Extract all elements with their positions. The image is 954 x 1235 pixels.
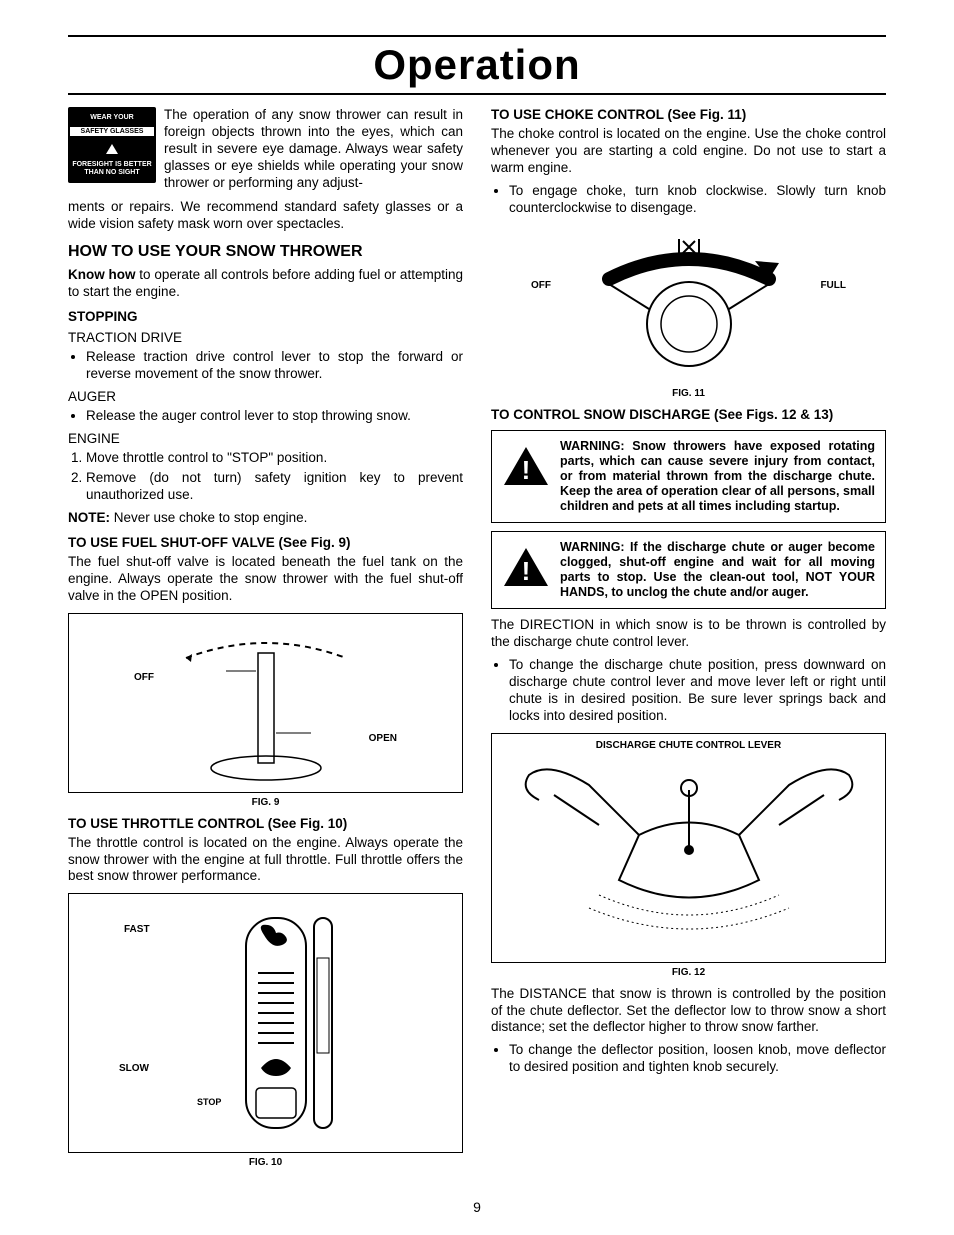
- figure-9: OFF OPEN: [68, 613, 463, 793]
- intro-continuation: ments or repairs. We recommend standard …: [68, 199, 463, 233]
- throttle-paragraph: The throttle control is located on the e…: [68, 835, 463, 886]
- choke-heading: TO USE CHOKE CONTROL (See Fig. 11): [491, 107, 886, 122]
- how-to-use-heading: HOW TO USE YOUR SNOW THROWER: [68, 243, 463, 261]
- fig12-svg: [499, 740, 879, 955]
- auger-subhead: AUGER: [68, 389, 463, 404]
- direction-bullet: To change the discharge chute position, …: [509, 657, 886, 725]
- fig9-svg: [136, 623, 396, 783]
- choke-bullet: To engage choke, turn knob clockwise. Sl…: [509, 183, 886, 217]
- page-number: 9: [473, 1199, 481, 1215]
- warning-box-2: ! WARNING: If the discharge chute or aug…: [491, 531, 886, 609]
- direction-list: To change the discharge chute position, …: [509, 657, 886, 725]
- choke-paragraph: The choke control is located on the engi…: [491, 126, 886, 177]
- distance-paragraph: The DISTANCE that snow is thrown is cont…: [491, 986, 886, 1037]
- choke-list: To engage choke, turn knob clockwise. Sl…: [509, 183, 886, 217]
- direction-paragraph: The DIRECTION in which snow is to be thr…: [491, 617, 886, 651]
- fig11-off-label: OFF: [531, 280, 551, 291]
- fig11-caption: FIG. 11: [491, 388, 886, 399]
- fig10-caption: FIG. 10: [68, 1157, 463, 1168]
- rule-top: [68, 35, 886, 37]
- distance-list: To change the deflector position, loosen…: [509, 1042, 886, 1076]
- warning-1-text: WARNING: Snow throwers have exposed rota…: [560, 439, 875, 514]
- intro-paragraph: The operation of any snow thrower can re…: [164, 107, 463, 191]
- fig9-off-label: OFF: [134, 672, 154, 683]
- discharge-heading: TO CONTROL SNOW DISCHARGE (See Figs. 12 …: [491, 407, 886, 422]
- safety-label-line3: FORESIGHT IS BETTER THAN NO SIGHT: [70, 161, 154, 176]
- traction-list: Release traction drive control lever to …: [86, 349, 463, 383]
- engine-subhead: ENGINE: [68, 431, 463, 446]
- warning-triangle-icon: [106, 144, 118, 154]
- fig11-full-label: FULL: [820, 280, 846, 291]
- throttle-heading: TO USE THROTTLE CONTROL (See Fig. 10): [68, 816, 463, 831]
- intro-block: WEAR YOUR SAFETY GLASSES FORESIGHT IS BE…: [68, 107, 463, 191]
- fig11-svg: [539, 229, 839, 379]
- figure-11: OFF FULL: [491, 224, 886, 384]
- know-how-bold: Know how: [68, 267, 136, 282]
- traction-bullet: Release traction drive control lever to …: [86, 349, 463, 383]
- fig10-svg: [146, 903, 386, 1143]
- safety-glasses-label: WEAR YOUR SAFETY GLASSES FORESIGHT IS BE…: [68, 107, 156, 183]
- left-column: WEAR YOUR SAFETY GLASSES FORESIGHT IS BE…: [68, 107, 463, 1176]
- page-title: Operation: [68, 41, 886, 89]
- two-column-layout: WEAR YOUR SAFETY GLASSES FORESIGHT IS BE…: [68, 107, 886, 1176]
- fig9-caption: FIG. 9: [68, 797, 463, 808]
- engine-step-1: Move throttle control to "STOP" position…: [86, 450, 463, 467]
- right-column: TO USE CHOKE CONTROL (See Fig. 11) The c…: [491, 107, 886, 1176]
- figure-12: DISCHARGE CHUTE CONTROL LEVER: [491, 733, 886, 963]
- engine-step-2: Remove (do not turn) safety ignition key…: [86, 470, 463, 504]
- svg-text:!: !: [522, 556, 531, 586]
- warning-icon: !: [502, 445, 550, 487]
- fig12-lever-label: DISCHARGE CHUTE CONTROL LEVER: [596, 740, 781, 751]
- rule-below: [68, 93, 886, 95]
- fuel-valve-paragraph: The fuel shut-off valve is located benea…: [68, 554, 463, 605]
- fig10-stop-label: STOP: [197, 1097, 221, 1107]
- safety-label-line2: SAFETY GLASSES: [70, 127, 154, 137]
- distance-bullet: To change the deflector position, loosen…: [509, 1042, 886, 1076]
- stopping-heading: STOPPING: [68, 309, 463, 324]
- note-paragraph: NOTE: Never use choke to stop engine.: [68, 510, 463, 527]
- figure-10: FAST SLOW STOP: [68, 893, 463, 1153]
- warning-2-text: WARNING: If the discharge chute or auger…: [560, 540, 875, 600]
- safety-label-line1: WEAR YOUR: [70, 114, 154, 122]
- know-how-paragraph: Know how to operate all controls before …: [68, 267, 463, 301]
- traction-drive-subhead: TRACTION DRIVE: [68, 330, 463, 345]
- note-label: NOTE:: [68, 510, 110, 525]
- auger-list: Release the auger control lever to stop …: [86, 408, 463, 425]
- note-text: Never use choke to stop engine.: [110, 510, 307, 525]
- auger-bullet: Release the auger control lever to stop …: [86, 408, 463, 425]
- warning-icon: !: [502, 546, 550, 588]
- fuel-valve-heading: TO USE FUEL SHUT-OFF VALVE (See Fig. 9): [68, 535, 463, 550]
- warning-box-1: ! WARNING: Snow throwers have exposed ro…: [491, 430, 886, 523]
- svg-text:!: !: [522, 455, 531, 485]
- fig9-open-label: OPEN: [369, 733, 397, 744]
- fig10-fast-label: FAST: [124, 924, 150, 935]
- fig12-caption: FIG. 12: [491, 967, 886, 978]
- fig10-slow-label: SLOW: [119, 1063, 149, 1074]
- engine-steps: Move throttle control to "STOP" position…: [86, 450, 463, 505]
